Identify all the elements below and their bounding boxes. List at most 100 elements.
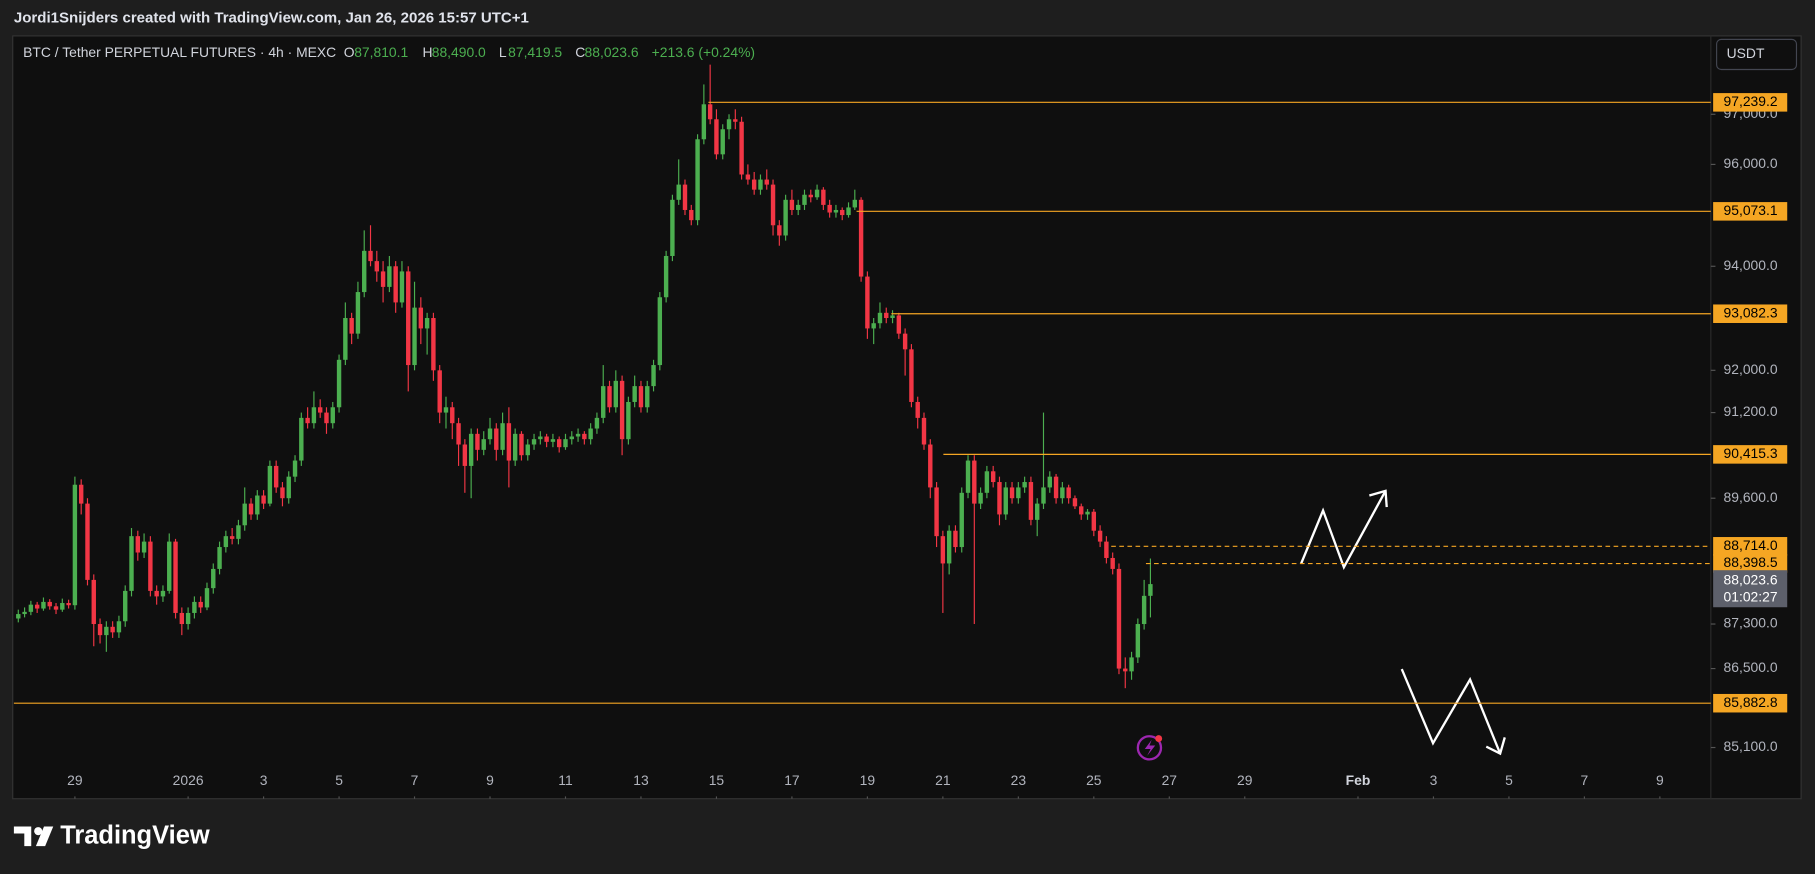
candle-body	[1123, 668, 1128, 672]
candle-body	[97, 624, 103, 636]
level-label: 90,415.3	[1724, 445, 1778, 461]
candle-body	[531, 439, 537, 445]
candle-body	[406, 271, 411, 366]
logo-text: TradingView	[60, 822, 210, 850]
last-price-label: 88,023.6	[1724, 571, 1778, 587]
candle-body	[978, 492, 983, 504]
candle-body	[72, 484, 78, 606]
candle-body	[777, 225, 782, 236]
candle-body	[538, 436, 543, 440]
candle-body	[682, 184, 688, 210]
candle-body	[619, 380, 625, 440]
candle-body	[1116, 568, 1122, 669]
candle-body	[336, 359, 342, 408]
level-label: 93,082.3	[1724, 304, 1778, 320]
candle-body	[500, 423, 505, 450]
candle-body	[1003, 487, 1008, 515]
y-tick-label: 85,100.0	[1724, 738, 1778, 754]
candle-body	[437, 370, 442, 413]
candle-body	[211, 568, 216, 589]
candle-body	[148, 541, 153, 591]
candle-body	[909, 349, 914, 402]
candle-body	[1060, 487, 1065, 499]
candle-body	[984, 471, 990, 493]
candle-body	[689, 209, 694, 221]
arrow-head	[1485, 737, 1506, 756]
candle-body	[1104, 541, 1109, 558]
candle-body	[28, 604, 34, 612]
candle-body	[745, 174, 751, 180]
candle-body	[946, 530, 952, 564]
candle-body	[695, 139, 700, 221]
x-tick-label: 3	[260, 772, 268, 788]
y-tick-label: 86,500.0	[1724, 659, 1778, 675]
candle-body	[374, 261, 380, 272]
candle-body	[550, 439, 556, 442]
candle-body	[720, 129, 725, 155]
currency-button[interactable]	[1716, 38, 1798, 71]
candle-body	[846, 207, 851, 216]
level-label: 88,714.0	[1724, 537, 1778, 553]
candle-body	[758, 179, 763, 190]
candle-body	[1022, 482, 1027, 488]
candle-body	[104, 626, 109, 636]
alert-icon[interactable]	[1136, 735, 1163, 761]
legend-label: C	[575, 44, 585, 60]
x-tick-label: 7	[411, 772, 419, 788]
legend-value: 88,023.6	[585, 44, 639, 60]
candle-body	[840, 209, 845, 216]
currency-label[interactable]: USDT	[1727, 45, 1765, 61]
candle-body	[858, 199, 864, 277]
x-tick-label: 19	[860, 772, 876, 788]
candle-body	[1110, 557, 1115, 569]
candle-body	[1141, 595, 1147, 625]
candle-body	[789, 199, 795, 210]
candle-body	[1041, 487, 1046, 504]
level-label: 85,882.8	[1724, 694, 1778, 710]
candle-body	[154, 590, 159, 597]
candle-body	[915, 401, 920, 418]
candle-body	[280, 487, 285, 499]
level-label: 88,398.5	[1724, 554, 1778, 570]
level-label-box	[1713, 93, 1788, 112]
candle-body	[217, 547, 222, 569]
candle-body	[494, 428, 499, 450]
candle-body	[569, 436, 574, 440]
candle-body	[380, 271, 386, 287]
logo-icon	[13, 826, 32, 847]
candle-body	[821, 189, 826, 205]
level-label-box	[1713, 202, 1788, 221]
candle-body	[355, 292, 361, 334]
candle-body	[273, 465, 279, 488]
candle-body	[167, 541, 172, 591]
candle-body	[362, 250, 367, 293]
credit: Jordi1Snijders created with TradingView.…	[14, 10, 529, 27]
candle-body	[1053, 476, 1059, 499]
candle-body	[651, 365, 656, 387]
candle-body	[393, 266, 398, 303]
candle-body	[808, 194, 813, 198]
candle-body	[714, 119, 719, 155]
legend-label: H	[422, 44, 432, 60]
candle-body	[657, 297, 663, 366]
logo-icon	[34, 827, 43, 836]
candle-body	[588, 428, 593, 440]
candle-body	[173, 541, 178, 613]
candle-body	[751, 179, 757, 190]
candle-body	[229, 536, 235, 539]
level-label-box	[1713, 537, 1788, 556]
candle-body	[865, 276, 870, 329]
candle-body	[959, 492, 964, 548]
x-tick-label: 5	[335, 772, 343, 788]
candle-body	[248, 503, 254, 515]
candle-body	[141, 541, 147, 553]
candle-body	[833, 209, 839, 213]
candle-body	[921, 417, 927, 445]
candle-body	[940, 536, 946, 564]
candle-body	[223, 536, 229, 548]
candle-body	[525, 444, 530, 456]
candle-body	[990, 471, 996, 483]
candle-body	[60, 603, 65, 610]
x-tick-label: 3	[1430, 772, 1438, 788]
